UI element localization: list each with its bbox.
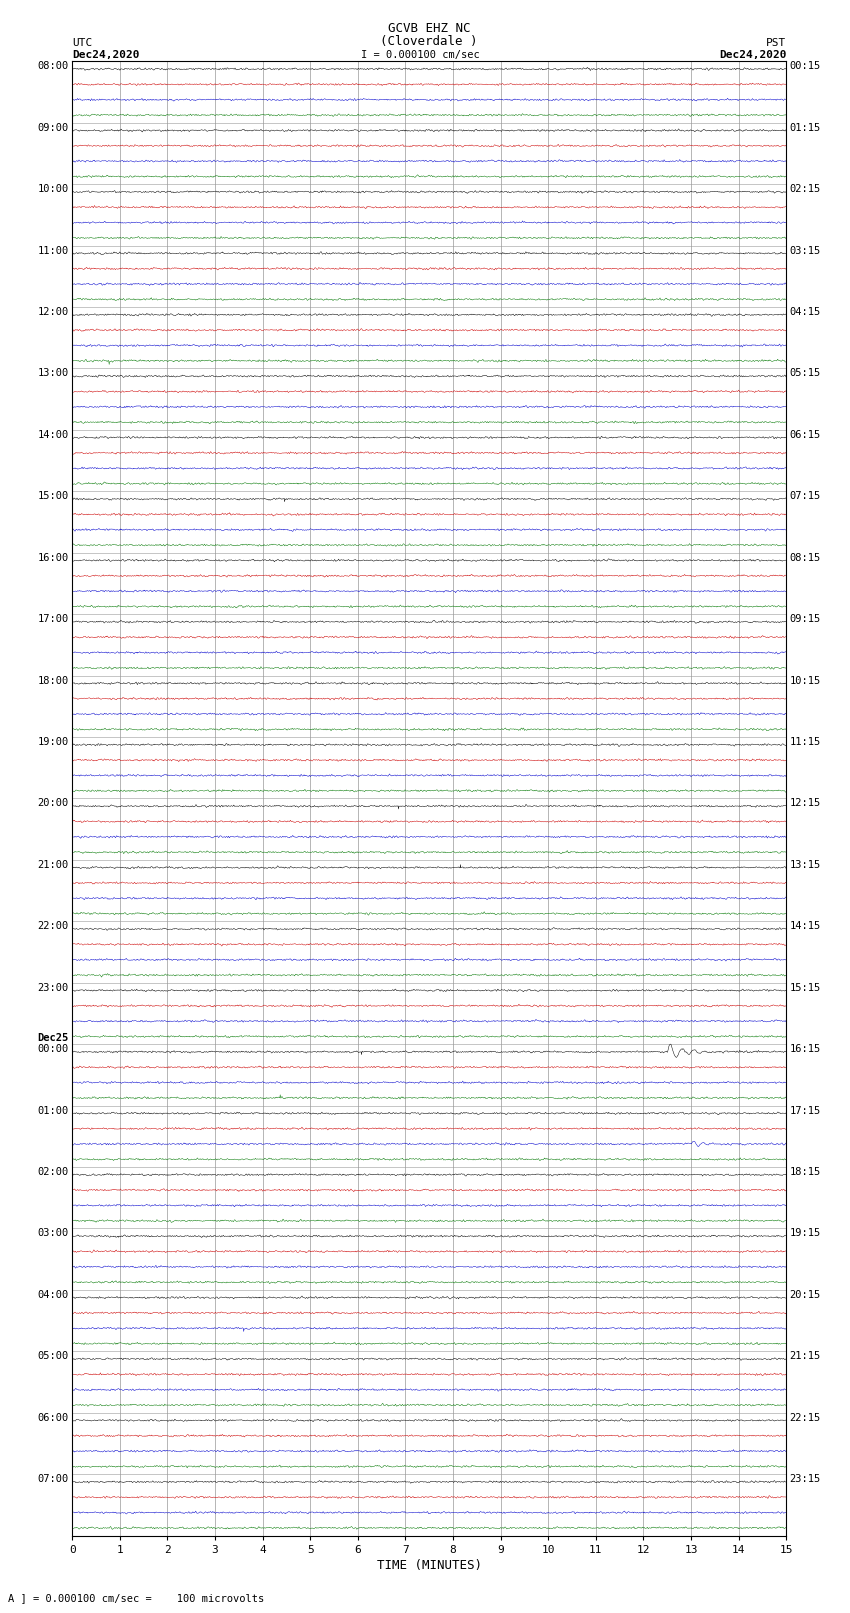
Text: 05:00: 05:00	[37, 1352, 69, 1361]
Text: 06:00: 06:00	[37, 1413, 69, 1423]
Text: 18:00: 18:00	[37, 676, 69, 686]
Text: 13:00: 13:00	[37, 368, 69, 379]
Text: 21:15: 21:15	[790, 1352, 821, 1361]
Text: 09:00: 09:00	[37, 123, 69, 132]
X-axis label: TIME (MINUTES): TIME (MINUTES)	[377, 1558, 482, 1571]
Text: 12:00: 12:00	[37, 306, 69, 318]
Text: 10:00: 10:00	[37, 184, 69, 194]
Text: 08:00: 08:00	[37, 61, 69, 71]
Text: 18:15: 18:15	[790, 1168, 821, 1177]
Text: 01:15: 01:15	[790, 123, 821, 132]
Text: 20:15: 20:15	[790, 1290, 821, 1300]
Text: 15:00: 15:00	[37, 492, 69, 502]
Text: 07:15: 07:15	[790, 492, 821, 502]
Text: 11:15: 11:15	[790, 737, 821, 747]
Text: 17:15: 17:15	[790, 1105, 821, 1116]
Text: 22:00: 22:00	[37, 921, 69, 931]
Text: 21:00: 21:00	[37, 860, 69, 869]
Text: A ] = 0.000100 cm/sec =    100 microvolts: A ] = 0.000100 cm/sec = 100 microvolts	[8, 1594, 264, 1603]
Text: 12:15: 12:15	[790, 798, 821, 808]
Text: 03:00: 03:00	[37, 1229, 69, 1239]
Text: 01:00: 01:00	[37, 1105, 69, 1116]
Text: Dec24,2020: Dec24,2020	[719, 50, 786, 60]
Text: 05:15: 05:15	[790, 368, 821, 379]
Text: UTC: UTC	[72, 39, 93, 48]
Text: 16:00: 16:00	[37, 553, 69, 563]
Text: 19:00: 19:00	[37, 737, 69, 747]
Text: GCVB EHZ NC: GCVB EHZ NC	[388, 23, 471, 35]
Text: 10:15: 10:15	[790, 676, 821, 686]
Text: 02:00: 02:00	[37, 1168, 69, 1177]
Text: 03:15: 03:15	[790, 245, 821, 255]
Text: 11:00: 11:00	[37, 245, 69, 255]
Text: (Cloverdale ): (Cloverdale )	[381, 35, 478, 48]
Text: 09:15: 09:15	[790, 615, 821, 624]
Text: 23:15: 23:15	[790, 1474, 821, 1484]
Text: I = 0.000100 cm/sec: I = 0.000100 cm/sec	[361, 50, 480, 60]
Text: Dec24,2020: Dec24,2020	[72, 50, 139, 60]
Text: 14:15: 14:15	[790, 921, 821, 931]
Text: 16:15: 16:15	[790, 1044, 821, 1055]
Text: 22:15: 22:15	[790, 1413, 821, 1423]
Text: 07:00: 07:00	[37, 1474, 69, 1484]
Text: 20:00: 20:00	[37, 798, 69, 808]
Text: 17:00: 17:00	[37, 615, 69, 624]
Text: 04:00: 04:00	[37, 1290, 69, 1300]
Text: 00:15: 00:15	[790, 61, 821, 71]
Text: Dec25: Dec25	[37, 1032, 69, 1042]
Text: 14:00: 14:00	[37, 429, 69, 440]
Text: 15:15: 15:15	[790, 982, 821, 992]
Text: 00:00: 00:00	[37, 1044, 69, 1055]
Text: 04:15: 04:15	[790, 306, 821, 318]
Text: 13:15: 13:15	[790, 860, 821, 869]
Text: 23:00: 23:00	[37, 982, 69, 992]
Text: 08:15: 08:15	[790, 553, 821, 563]
Text: 02:15: 02:15	[790, 184, 821, 194]
Text: 19:15: 19:15	[790, 1229, 821, 1239]
Text: 06:15: 06:15	[790, 429, 821, 440]
Text: PST: PST	[766, 39, 786, 48]
